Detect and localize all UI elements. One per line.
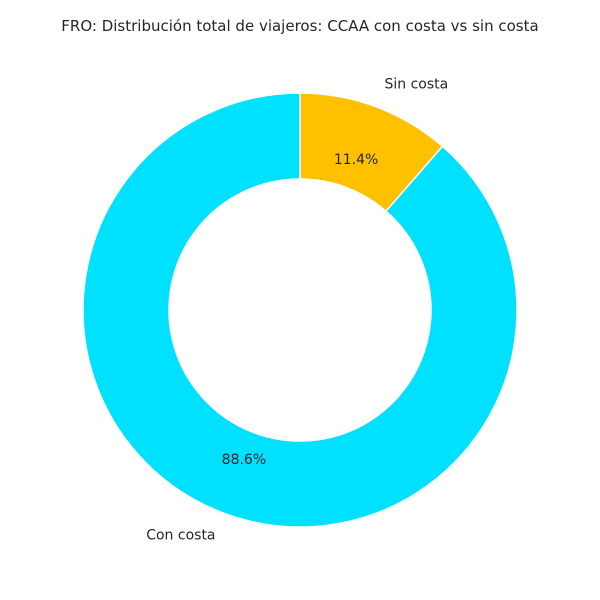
pie-slice-con-costa: [82, 92, 518, 528]
pct-label-sin-costa: 11.4%: [334, 152, 378, 168]
slice-label-sin-costa: Sin costa: [384, 76, 448, 92]
labels-group: 11.4% Sin costa 88.6% Con costa: [146, 76, 448, 543]
slices-group: [82, 92, 518, 528]
slice-label-con-costa: Con costa: [146, 528, 215, 544]
chart-title: FRO: Distribución total de viajeros: CCA…: [61, 17, 538, 35]
pct-label-con-costa: 88.6%: [222, 452, 266, 468]
